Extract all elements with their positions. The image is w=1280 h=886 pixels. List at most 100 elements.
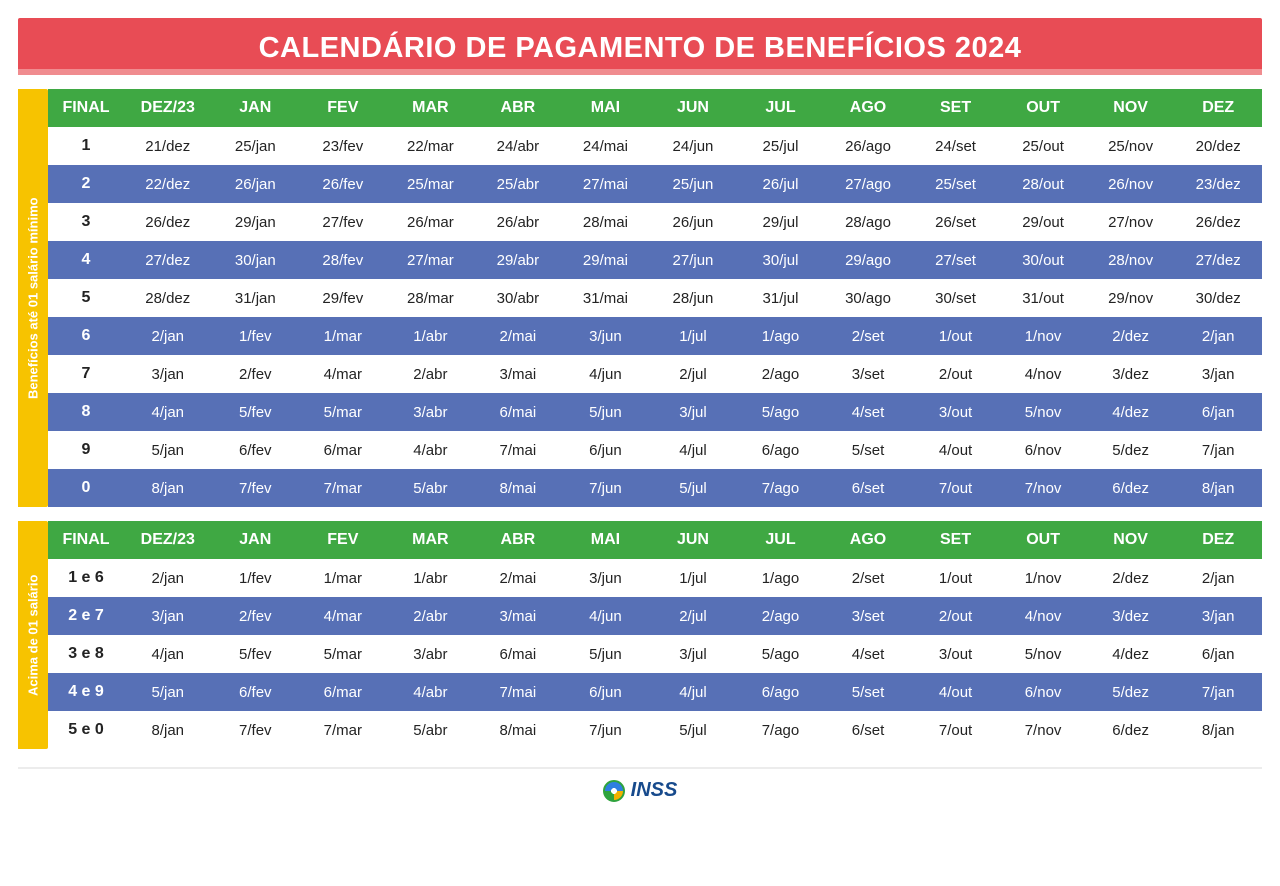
date-cell: 1/ago — [737, 317, 825, 355]
date-cell: 3/out — [912, 393, 1000, 431]
table-row: 222/dez26/jan26/fev25/mar25/abr27/mai25/… — [48, 165, 1262, 203]
date-cell: 20/dez — [1174, 127, 1262, 165]
column-header: JAN — [212, 89, 300, 127]
date-cell: 5/ago — [737, 635, 825, 673]
date-cell: 27/jun — [649, 241, 737, 279]
date-cell: 6/jan — [1174, 393, 1262, 431]
date-cell: 3/jun — [562, 317, 650, 355]
column-header: MAI — [562, 521, 650, 559]
date-cell: 6/nov — [999, 431, 1087, 469]
date-cell: 5/jan — [124, 431, 212, 469]
date-cell: 27/dez — [1174, 241, 1262, 279]
date-cell: 3/mai — [474, 597, 562, 635]
date-cell: 5/fev — [212, 393, 300, 431]
date-cell: 4/jan — [124, 393, 212, 431]
date-cell: 26/jan — [212, 165, 300, 203]
final-cell: 5 — [48, 279, 124, 317]
date-cell: 1/mar — [299, 559, 387, 597]
date-cell: 23/fev — [299, 127, 387, 165]
date-cell: 25/mar — [387, 165, 475, 203]
date-cell: 4/set — [824, 393, 912, 431]
date-cell: 7/mai — [474, 673, 562, 711]
date-cell: 2/jan — [1174, 317, 1262, 355]
date-cell: 5/jun — [562, 635, 650, 673]
table-row: 62/jan1/fev1/mar1/abr2/mai3/jun1/jul1/ag… — [48, 317, 1262, 355]
date-cell: 30/jan — [212, 241, 300, 279]
final-cell: 9 — [48, 431, 124, 469]
date-cell: 1/nov — [999, 559, 1087, 597]
date-cell: 29/out — [999, 203, 1087, 241]
date-cell: 2/abr — [387, 597, 475, 635]
column-header: OUT — [999, 89, 1087, 127]
column-header: DEZ/23 — [124, 89, 212, 127]
date-cell: 7/fev — [212, 469, 300, 507]
date-cell: 7/mar — [299, 469, 387, 507]
date-cell: 26/set — [912, 203, 1000, 241]
column-header: NOV — [1087, 89, 1175, 127]
date-cell: 6/mai — [474, 393, 562, 431]
date-cell: 30/jul — [737, 241, 825, 279]
date-cell: 26/nov — [1087, 165, 1175, 203]
date-cell: 8/jan — [124, 711, 212, 749]
column-header: ABR — [474, 521, 562, 559]
table-row: 73/jan2/fev4/mar2/abr3/mai4/jun2/jul2/ag… — [48, 355, 1262, 393]
date-cell: 6/mar — [299, 431, 387, 469]
date-cell: 28/ago — [824, 203, 912, 241]
date-cell: 6/nov — [999, 673, 1087, 711]
final-cell: 1 — [48, 127, 124, 165]
date-cell: 24/jun — [649, 127, 737, 165]
column-header: JUN — [649, 89, 737, 127]
column-header: AGO — [824, 521, 912, 559]
date-cell: 1/out — [912, 317, 1000, 355]
date-cell: 26/mar — [387, 203, 475, 241]
side-label-1: Benefícios até 01 salário mínimo — [18, 89, 48, 507]
date-cell: 2/ago — [737, 597, 825, 635]
date-cell: 4/nov — [999, 355, 1087, 393]
date-cell: 26/fev — [299, 165, 387, 203]
date-cell: 24/mai — [562, 127, 650, 165]
inss-logo-text: INSS — [631, 779, 678, 802]
date-cell: 4/set — [824, 635, 912, 673]
date-cell: 4/abr — [387, 431, 475, 469]
date-cell: 25/nov — [1087, 127, 1175, 165]
date-cell: 22/dez — [124, 165, 212, 203]
date-cell: 4/mar — [299, 597, 387, 635]
final-cell: 6 — [48, 317, 124, 355]
date-cell: 4/mar — [299, 355, 387, 393]
final-cell: 3 e 8 — [48, 635, 124, 673]
date-cell: 24/abr — [474, 127, 562, 165]
date-cell: 29/mai — [562, 241, 650, 279]
date-cell: 30/out — [999, 241, 1087, 279]
date-cell: 28/nov — [1087, 241, 1175, 279]
column-header: DEZ/23 — [124, 521, 212, 559]
table-row: 1 e 62/jan1/fev1/mar1/abr2/mai3/jun1/jul… — [48, 559, 1262, 597]
final-cell: 5 e 0 — [48, 711, 124, 749]
column-header: OUT — [999, 521, 1087, 559]
date-cell: 29/fev — [299, 279, 387, 317]
date-cell: 30/ago — [824, 279, 912, 317]
date-cell: 29/ago — [824, 241, 912, 279]
date-cell: 1/mar — [299, 317, 387, 355]
date-cell: 3/dez — [1087, 597, 1175, 635]
column-header: MAI — [562, 89, 650, 127]
date-cell: 5/jan — [124, 673, 212, 711]
date-cell: 1/out — [912, 559, 1000, 597]
date-cell: 2/abr — [387, 355, 475, 393]
date-cell: 4/jul — [649, 673, 737, 711]
date-cell: 6/set — [824, 711, 912, 749]
date-cell: 2/out — [912, 355, 1000, 393]
date-cell: 7/out — [912, 711, 1000, 749]
date-cell: 26/jul — [737, 165, 825, 203]
final-cell: 2 — [48, 165, 124, 203]
date-cell: 8/mai — [474, 469, 562, 507]
table-acima-1-salario: FINALDEZ/23JANFEVMARABRMAIJUNJULAGOSETOU… — [48, 521, 1262, 749]
date-cell: 7/jan — [1174, 431, 1262, 469]
date-cell: 7/jan — [1174, 673, 1262, 711]
date-cell: 3/mai — [474, 355, 562, 393]
date-cell: 3/jan — [124, 597, 212, 635]
table-ate-1-salario: FINALDEZ/23JANFEVMARABRMAIJUNJULAGOSETOU… — [48, 89, 1262, 507]
date-cell: 26/dez — [124, 203, 212, 241]
date-cell: 31/jan — [212, 279, 300, 317]
date-cell: 7/out — [912, 469, 1000, 507]
date-cell: 4/jan — [124, 635, 212, 673]
